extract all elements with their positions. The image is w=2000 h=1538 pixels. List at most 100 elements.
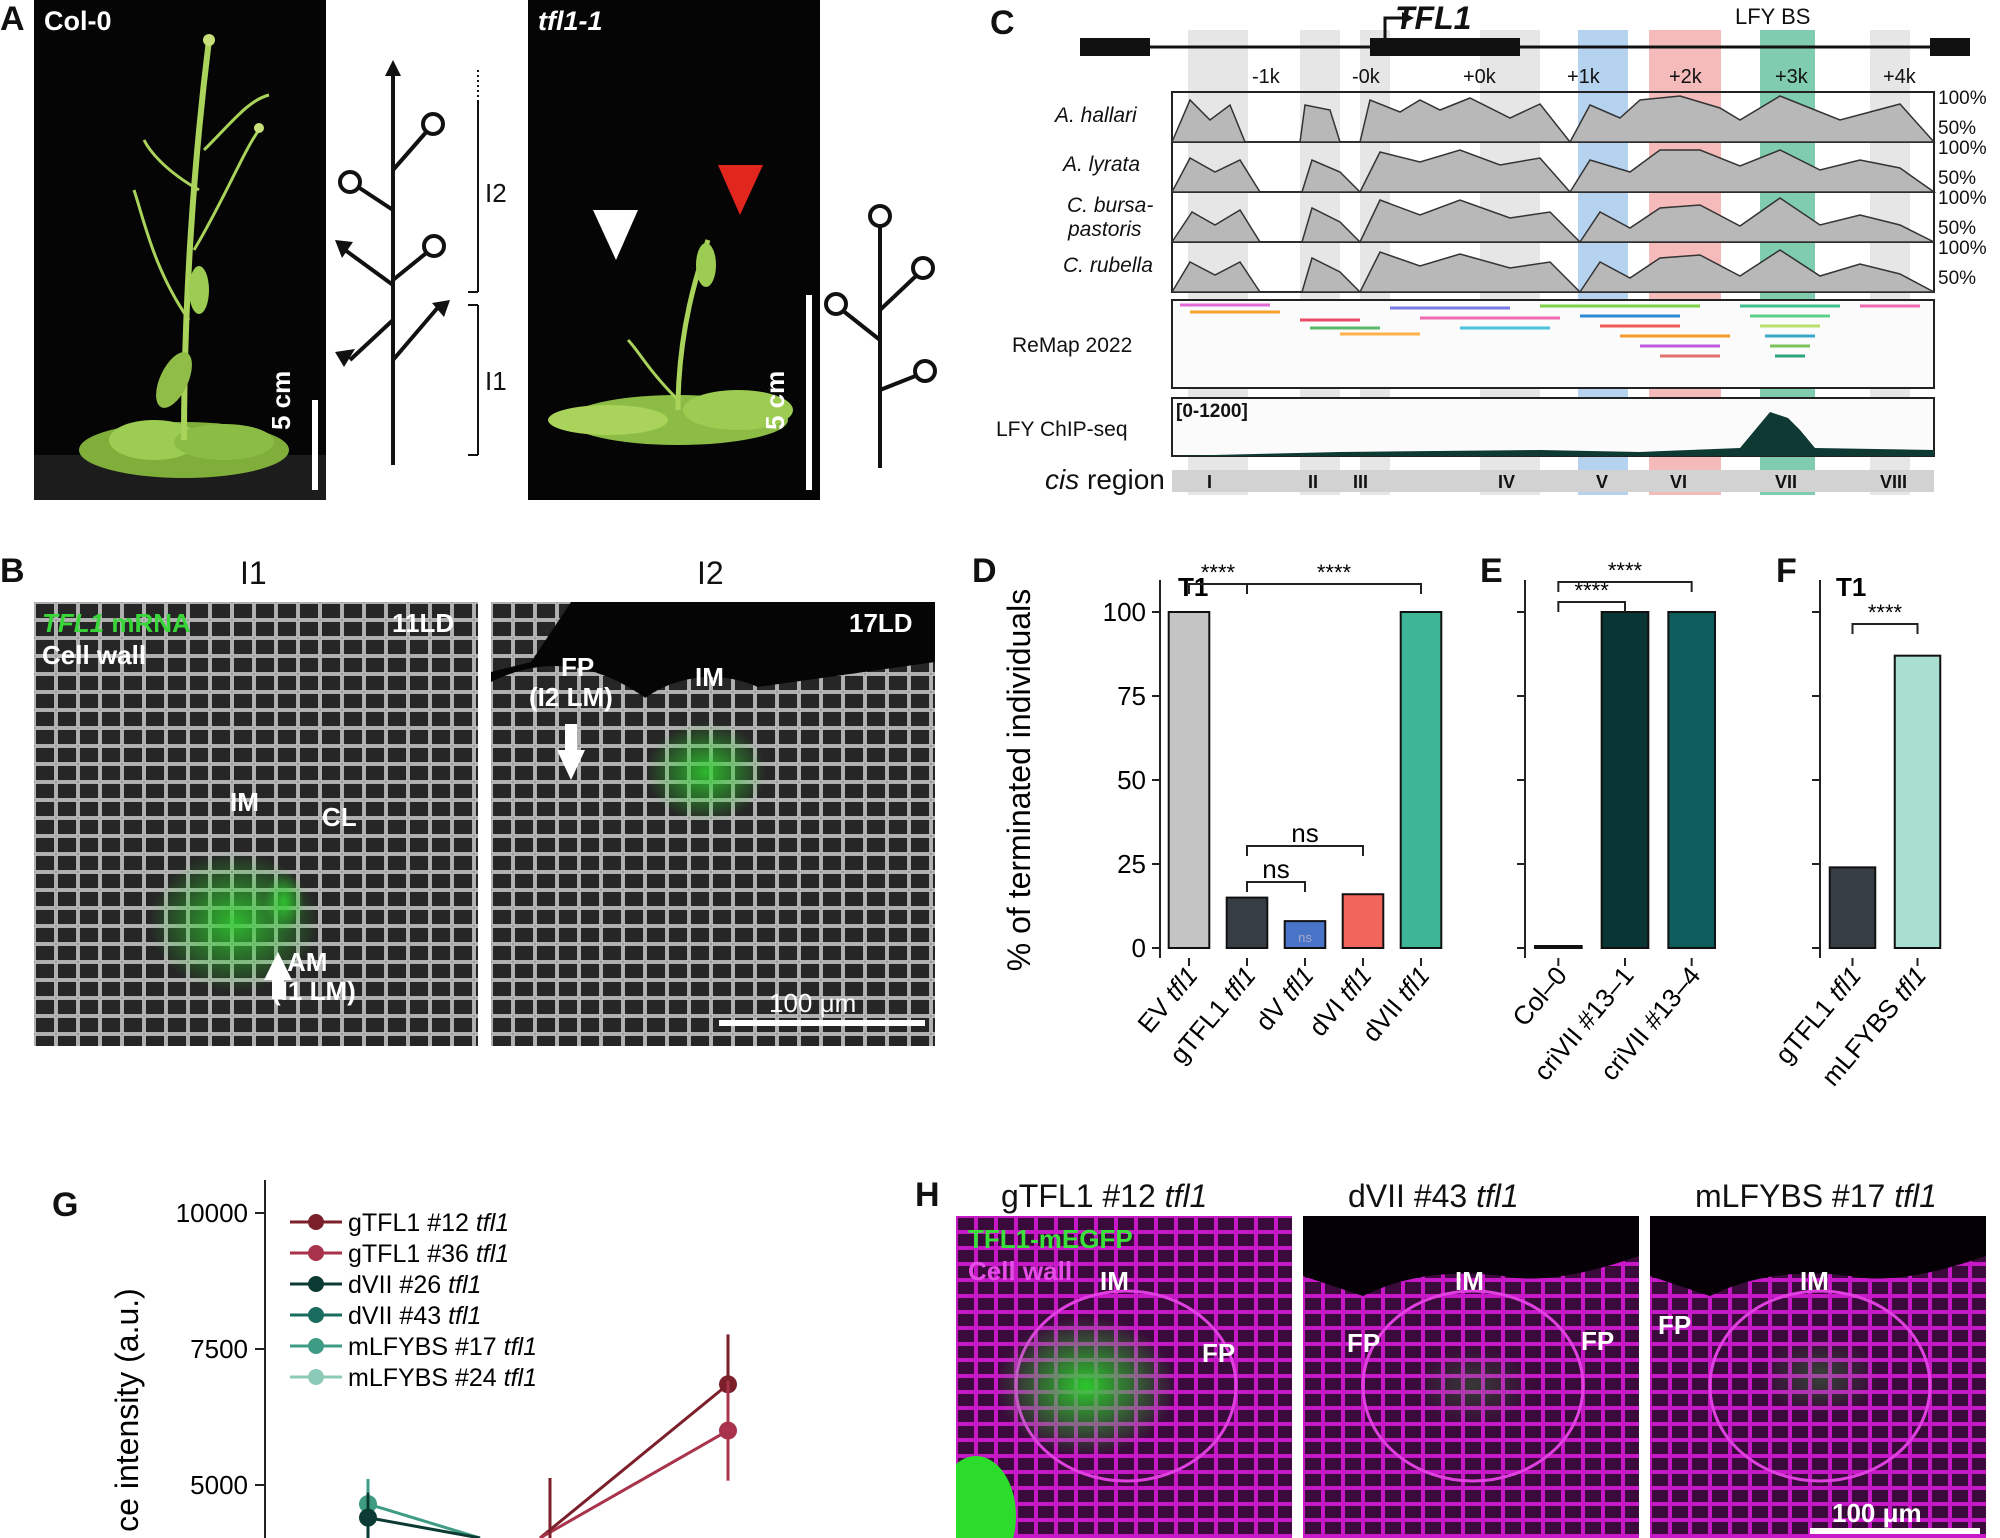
col0-architecture-diagram bbox=[335, 60, 479, 465]
panel-label-e: E bbox=[1480, 552, 1503, 590]
i2-confocal-image: 17LD FP (I2 LM) IM 100 μm bbox=[491, 602, 935, 1046]
scale-bar-label: 100 μm bbox=[769, 988, 857, 1018]
y-tick-label: 100 bbox=[1103, 597, 1146, 627]
significance-label: ns bbox=[1291, 818, 1318, 848]
tfl1-scale-label: 5 cm bbox=[760, 370, 790, 430]
cis-region-v: V bbox=[1596, 472, 1609, 492]
col0-label: Col-0 bbox=[44, 6, 112, 36]
chip-range-label: [0-1200] bbox=[1176, 401, 1248, 422]
series-line bbox=[539, 1383, 729, 1538]
i2-tissue-illustration bbox=[491, 602, 935, 1046]
tfl1-plant-photo: tfl1-1 5 cm bbox=[528, 0, 820, 500]
im-label: IM bbox=[1100, 1266, 1129, 1296]
chip-label: LFY ChIP-seq bbox=[996, 418, 1128, 441]
bar bbox=[1283, 920, 1327, 949]
bar bbox=[1341, 893, 1385, 949]
pct-50-label: 50% bbox=[1938, 268, 1977, 289]
scale-bar-label: 100 μm bbox=[1832, 1498, 1922, 1528]
panel-h-title-genotype: tfl1 bbox=[1894, 1178, 1937, 1214]
cis-region-vi: VI bbox=[1670, 472, 1688, 492]
gfp-label: TFL1-mEGFP bbox=[968, 1224, 1133, 1254]
significance-label: **** bbox=[1868, 600, 1903, 625]
panel-h-confocal-image bbox=[956, 1216, 1292, 1538]
i1-tissue-illustration bbox=[34, 602, 478, 1046]
col0-scale-label: 5 cm bbox=[266, 370, 296, 430]
panel-h-confocal-image bbox=[1650, 1216, 1986, 1538]
legend-label: gTFL1 #12 tfl1 bbox=[348, 1209, 509, 1237]
corner-label: T1 bbox=[1178, 572, 1208, 602]
tfl1-architecture-diagram bbox=[824, 204, 937, 468]
cis-region-vii: VII bbox=[1775, 472, 1798, 492]
position-tick: +2k bbox=[1669, 66, 1702, 88]
pct-100-label: 100% bbox=[1938, 188, 1987, 209]
bracket-label-i2: I2 bbox=[485, 178, 507, 208]
gene-name-tfl1: TFL1 bbox=[1395, 0, 1472, 36]
col0-plant-photo: Col-0 5 cm bbox=[34, 0, 326, 500]
im-label: IM bbox=[1455, 1266, 1484, 1296]
data-point bbox=[359, 1508, 377, 1527]
bar bbox=[1893, 654, 1942, 950]
legend-label: mLFYBS #24 tfl1 bbox=[348, 1364, 537, 1392]
line-chart-g: 5000 7500 10000 ce intensity (a.u.) gTFL1 #1… bbox=[109, 1180, 737, 1538]
stage-17ld-label: 17LD bbox=[849, 608, 913, 638]
position-tick: +4k bbox=[1883, 66, 1916, 88]
species-label: pastoris bbox=[1068, 218, 1142, 241]
fp-label: FP bbox=[1658, 1310, 1692, 1340]
cis-region-ii: II bbox=[1308, 472, 1319, 492]
series-line bbox=[539, 1429, 729, 1538]
pct-100-label: 100% bbox=[1938, 238, 1987, 259]
fp-label: FP bbox=[1581, 1326, 1615, 1356]
pct-100-label: 100% bbox=[1938, 88, 1987, 109]
legend-marker bbox=[308, 1369, 324, 1385]
y-tick-label: 75 bbox=[1117, 681, 1146, 711]
panel-b-col1-title: I1 bbox=[240, 555, 267, 591]
bar bbox=[1600, 611, 1650, 949]
species-label: A. hallari bbox=[1055, 104, 1137, 127]
significance-label: ns bbox=[1262, 854, 1289, 884]
significance-label: **** bbox=[1317, 560, 1352, 585]
significance-label: **** bbox=[1608, 560, 1643, 583]
significance-bracket bbox=[1246, 845, 1364, 856]
stain-mrna-label: mRNA bbox=[104, 608, 191, 638]
species-label: C. bursa- bbox=[1067, 194, 1154, 217]
fp-label: FP bbox=[1347, 1328, 1381, 1358]
lfy-bs-label: LFY BS bbox=[1735, 4, 1811, 29]
tfl1-label: tfl1-1 bbox=[538, 6, 603, 36]
panel-h-title-main: gTFL1 #12 bbox=[1001, 1178, 1165, 1214]
y-tick-label: 25 bbox=[1117, 849, 1146, 879]
im-label: IM bbox=[695, 662, 724, 692]
panel-h-title-main: dVII #43 bbox=[1348, 1178, 1477, 1214]
position-tick: -1k bbox=[1252, 66, 1280, 88]
series-line bbox=[367, 1516, 481, 1538]
bar bbox=[1667, 611, 1716, 949]
cis-word: cis bbox=[1045, 464, 1080, 495]
significance-bracket bbox=[1246, 583, 1422, 594]
bracket-label-i1: I1 bbox=[485, 366, 507, 396]
bar bbox=[1399, 611, 1443, 949]
bar-value-label: ns bbox=[1298, 930, 1312, 945]
significance-label: **** bbox=[1201, 560, 1236, 585]
i1-confocal-image: TFL1 mRNA Cell wall 11LD IM CL AM (I1 LM… bbox=[34, 602, 478, 1046]
y-axis-title: % of terminated individuals bbox=[1001, 589, 1037, 971]
pct-50-label: 50% bbox=[1938, 118, 1977, 139]
meristem-illustration bbox=[1303, 1216, 1639, 1538]
bar bbox=[1534, 945, 1583, 949]
panel-label-c: C bbox=[990, 4, 1015, 42]
panel-b-col2-title: I2 bbox=[697, 555, 724, 591]
y-tick-label: 0 bbox=[1132, 933, 1146, 963]
legend-marker bbox=[308, 1307, 324, 1323]
series-line bbox=[367, 1502, 481, 1538]
y-tick-label: 10000 bbox=[176, 1198, 248, 1228]
panel-h-title: gTFL1 #12 tfl1 bbox=[1001, 1178, 1207, 1215]
panel-h-title-genotype: tfl1 bbox=[1476, 1178, 1519, 1214]
y-tick-label: 5000 bbox=[190, 1470, 248, 1500]
legend-marker bbox=[308, 1214, 324, 1230]
pct-50-label: 50% bbox=[1938, 168, 1977, 189]
fp-sub-label: (I2 LM) bbox=[529, 682, 613, 712]
cis-region-iii: III bbox=[1353, 472, 1369, 492]
legend-marker bbox=[308, 1276, 324, 1292]
panel-h-confocal-image bbox=[1303, 1216, 1639, 1538]
position-tick: +0k bbox=[1463, 66, 1496, 88]
